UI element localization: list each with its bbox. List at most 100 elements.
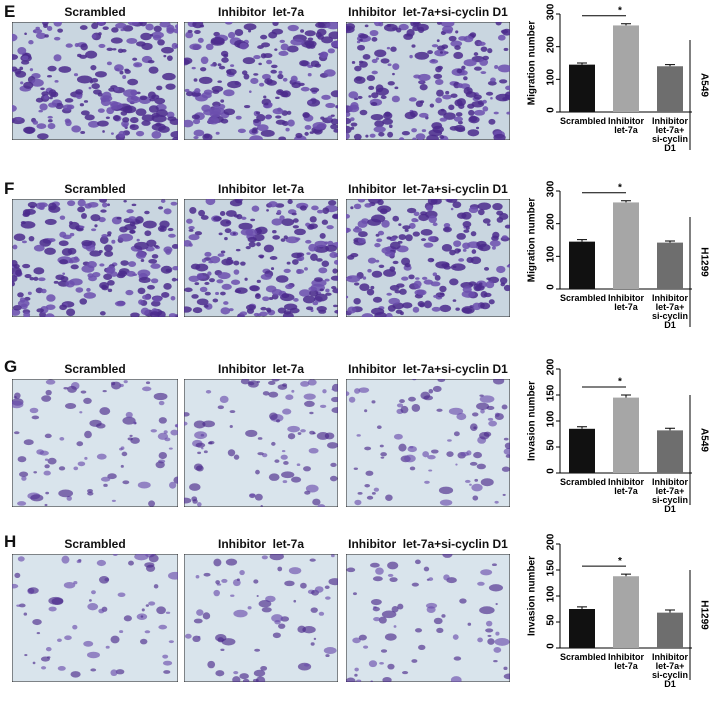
cell <box>259 82 265 87</box>
cell <box>163 208 172 215</box>
bar <box>569 428 595 473</box>
cell <box>24 32 27 36</box>
cell <box>271 379 280 382</box>
bar <box>613 397 639 473</box>
cell <box>127 78 139 86</box>
cell <box>476 240 487 248</box>
cell-line: A549 <box>698 73 709 97</box>
cell <box>277 73 284 80</box>
cell <box>427 236 436 242</box>
error-bar <box>577 239 587 242</box>
cell <box>193 136 199 140</box>
cell <box>408 97 417 102</box>
cell <box>291 82 301 89</box>
cell <box>369 30 379 37</box>
cell <box>243 23 257 31</box>
category-label: Inhibitor let-7a <box>608 293 644 312</box>
cell <box>484 266 490 271</box>
cell <box>217 405 224 410</box>
cell <box>160 199 166 203</box>
cell <box>258 254 265 258</box>
cell <box>129 229 136 234</box>
cell <box>346 567 356 573</box>
image-label: Inhibitor let-7a <box>217 5 304 19</box>
cell <box>117 592 126 598</box>
cell <box>504 224 510 229</box>
cell <box>122 75 127 79</box>
cell <box>33 276 39 281</box>
cell <box>392 63 400 70</box>
cell <box>163 430 168 434</box>
cell <box>458 258 465 262</box>
cell <box>371 400 376 404</box>
cell <box>229 410 236 414</box>
cell <box>346 132 350 140</box>
cell <box>487 80 497 86</box>
y-tick-label: 200 <box>546 533 557 550</box>
cell <box>421 276 428 280</box>
cell <box>257 452 264 456</box>
cell <box>44 503 48 507</box>
cell <box>221 57 229 63</box>
cell <box>101 202 108 208</box>
cell <box>415 277 420 280</box>
cell <box>91 83 100 90</box>
cell <box>121 451 128 457</box>
cell <box>307 100 313 104</box>
cell <box>98 575 110 584</box>
cell <box>319 404 327 409</box>
cell <box>455 307 460 311</box>
micrograph <box>184 199 338 317</box>
cell <box>70 264 79 270</box>
cell <box>359 38 363 42</box>
cell <box>24 127 35 134</box>
cell <box>448 104 455 111</box>
cell <box>158 125 170 133</box>
cell <box>357 237 366 244</box>
cell <box>382 676 392 682</box>
cell <box>482 106 489 112</box>
cell <box>282 408 292 415</box>
cell <box>256 380 261 383</box>
cell <box>145 604 150 607</box>
cell <box>474 284 485 291</box>
cell <box>487 638 495 645</box>
cell <box>353 297 361 305</box>
cell <box>454 45 461 50</box>
cell <box>495 93 510 102</box>
cell-line: H1299 <box>698 247 709 277</box>
cell <box>291 259 299 265</box>
cell <box>115 22 127 29</box>
error-bar <box>621 394 631 398</box>
cell <box>497 34 506 41</box>
cell <box>421 129 427 133</box>
cell <box>423 242 434 248</box>
cell <box>187 29 193 33</box>
cell <box>192 118 201 125</box>
cell <box>118 130 126 138</box>
cell <box>391 606 399 613</box>
cell <box>480 478 494 487</box>
cell <box>105 645 110 649</box>
cell <box>193 618 203 624</box>
cell <box>188 243 193 247</box>
cell <box>145 381 151 385</box>
significance-mark: * <box>618 377 622 388</box>
cell <box>91 22 99 30</box>
cell <box>48 119 53 123</box>
cell <box>97 22 105 26</box>
cell <box>473 451 482 459</box>
cell <box>291 212 297 216</box>
cell <box>480 409 485 414</box>
cell <box>42 22 49 26</box>
cell <box>279 215 285 221</box>
cell <box>468 281 477 286</box>
cell <box>219 210 226 217</box>
cell <box>426 134 439 140</box>
cell <box>140 32 152 41</box>
image-label: Scrambled <box>64 5 126 19</box>
cell <box>281 120 289 127</box>
cell <box>241 70 248 76</box>
cell <box>314 277 323 282</box>
cell <box>137 269 151 278</box>
